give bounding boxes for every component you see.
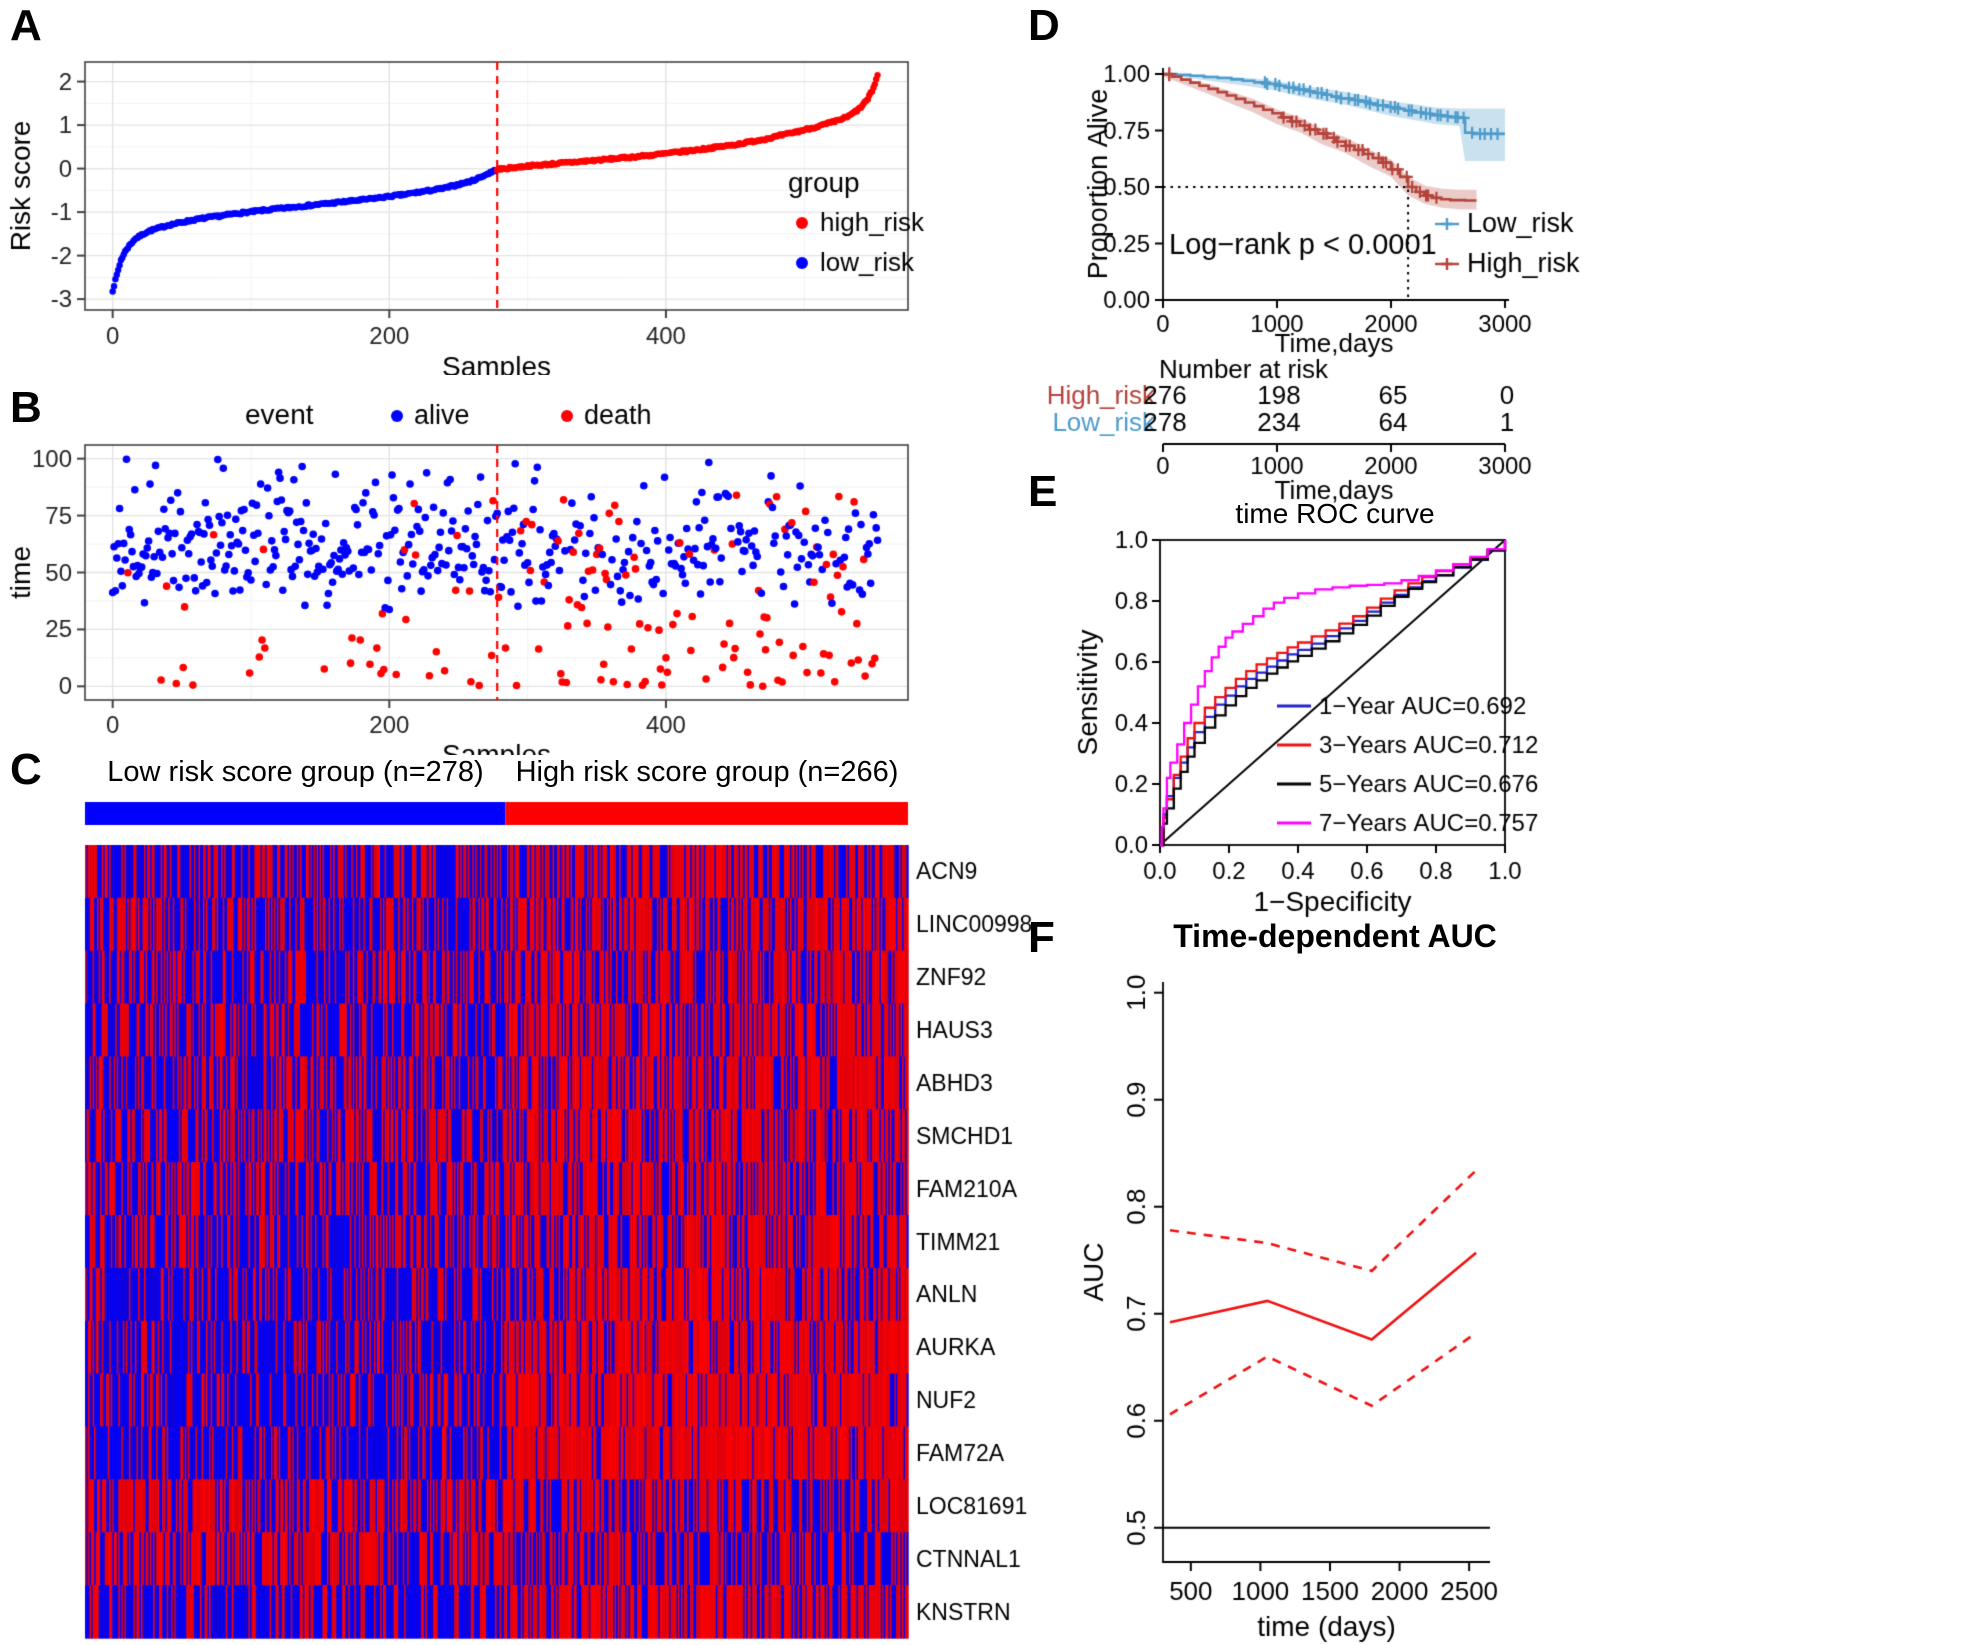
panel-label-e: E <box>1028 467 1058 516</box>
panel-d-km-canvas <box>985 0 1965 505</box>
panel-b-survival-time-canvas <box>0 375 960 755</box>
panel-e-roc-canvas <box>985 470 1965 930</box>
auc-title: Time-dependent AUC <box>1173 918 1497 954</box>
panel-label-f: F <box>1028 913 1055 962</box>
panel-f-auc-canvas <box>985 930 1965 1645</box>
roc-title: time ROC curve <box>1235 498 1435 529</box>
panel-c-heatmap-canvas <box>0 750 1060 1645</box>
panel-label-a: A <box>10 1 42 50</box>
panel-label-d: D <box>1028 1 1060 50</box>
panel-label-c: C <box>10 745 42 794</box>
panel-label-b: B <box>10 383 42 432</box>
heatmap-low-group-label: Low risk score group (n=278) <box>107 756 484 788</box>
panel-a-risk-score-canvas <box>0 0 960 375</box>
heatmap-high-group-label: High risk score group (n=266) <box>515 756 899 788</box>
